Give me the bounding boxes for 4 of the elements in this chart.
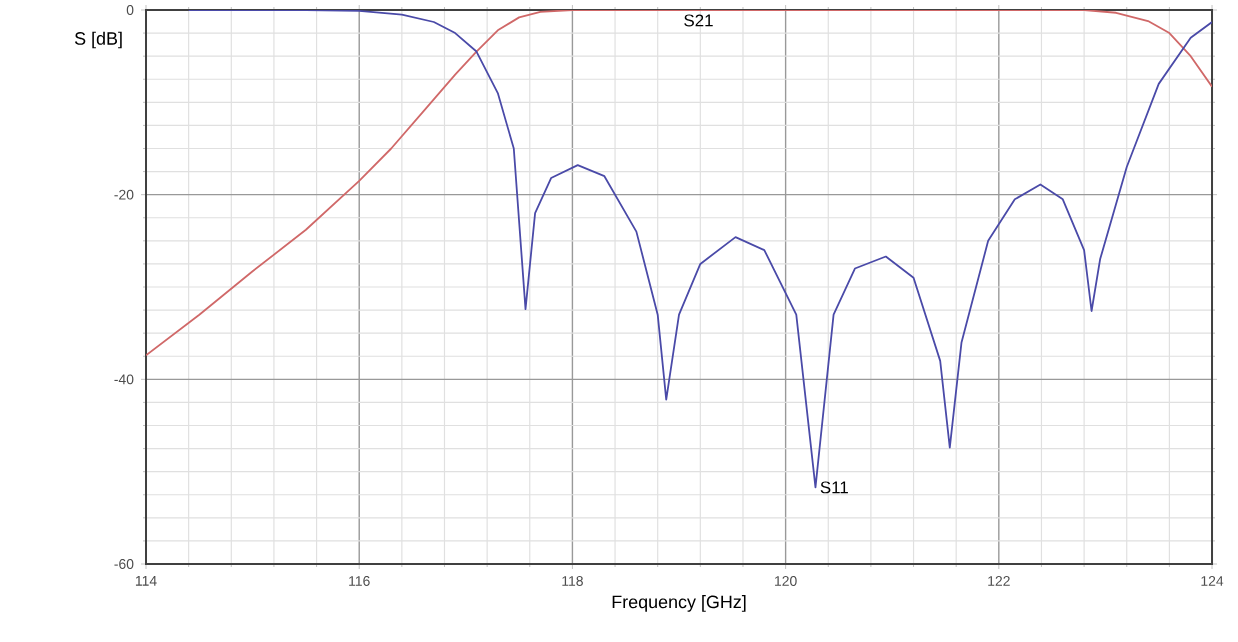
y-axis-title: S [dB] [74,31,122,49]
series-label: S11 [820,481,848,494]
series-label: S21 [684,14,713,27]
x-axis-title: Frequency [GHz] [612,595,746,612]
